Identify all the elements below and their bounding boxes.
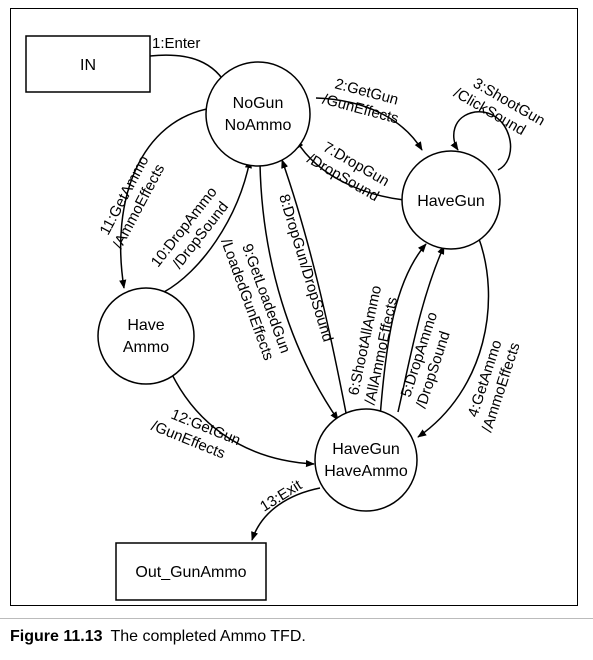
edge-label: 9:GetLoadedGun /LoadedGunEffects [217,230,295,365]
caption-rule [0,618,593,619]
node-out-gunammo: Out_GunAmmo [115,542,267,601]
svg-text:HaveGun: HaveGun [332,441,400,458]
edge-label: 13:Exit [257,476,306,515]
svg-text:Have: Have [127,317,164,334]
edge-label: 2:GetGun /GunEffects [321,73,406,127]
node-havegun: HaveGun [401,150,501,250]
edge-label: 4:GetAmmo /AmmoEffects [462,334,524,434]
diagram-frame [10,8,578,606]
node-in: IN [25,35,151,93]
edge-13-exit: 13:Exit [251,476,321,541]
edge-label: 12:GetGun /GunEffects [149,401,247,468]
svg-text:HaveAmmo: HaveAmmo [324,463,408,480]
svg-text:HaveGun: HaveGun [417,193,485,210]
edge-2-getgun: 2:GetGun /GunEffects [315,73,423,151]
svg-text:IN: IN [80,57,96,74]
edge-12-getgun: 12:GetGun /GunEffects [149,365,315,468]
edge-8-dropgun: 8:DropGun/DropSound [275,159,348,419]
edge-label: 6:ShootAllAmmo /AllAmmoEffects [344,280,404,407]
caption-text: The completed Ammo TFD. [110,628,306,645]
edge-label: 3:ShootGun /ClickSound [451,69,552,147]
edge-label: 5:DropAmmo /DropSound [396,306,460,411]
node-nogun-noammo: NoGun NoAmmo [205,61,311,167]
svg-text:Ammo: Ammo [123,339,169,356]
edge-label: 1:Enter [152,35,200,52]
figure-caption: Figure 11.13 The completed Ammo TFD. [10,628,578,646]
caption-label: Figure 11.13 [10,628,103,645]
node-have-ammo: Have Ammo [97,287,195,385]
edge-label: 8:DropGun/DropSound [275,192,336,344]
edge-label: 11:GetAmmo /AmmoEffects [94,149,171,251]
svg-text:Out_GunAmmo: Out_GunAmmo [135,564,246,581]
svg-text:NoGun: NoGun [233,95,284,112]
edge-7-dropgun: 7:DropGun /DropSound [295,139,405,205]
edge-5-dropammo: 5:DropAmmo /DropSound [396,245,460,413]
node-havegun-haveammo: HaveGun HaveAmmo [314,408,418,512]
svg-text:NoAmmo: NoAmmo [225,117,292,134]
tfd-diagram: 1:Enter 2:GetGun /GunEffects 3:ShootGun … [25,35,552,601]
edge-label: 10:DropAmmo /DropSound [148,181,238,282]
edge-1-enter: 1:Enter [149,35,229,89]
